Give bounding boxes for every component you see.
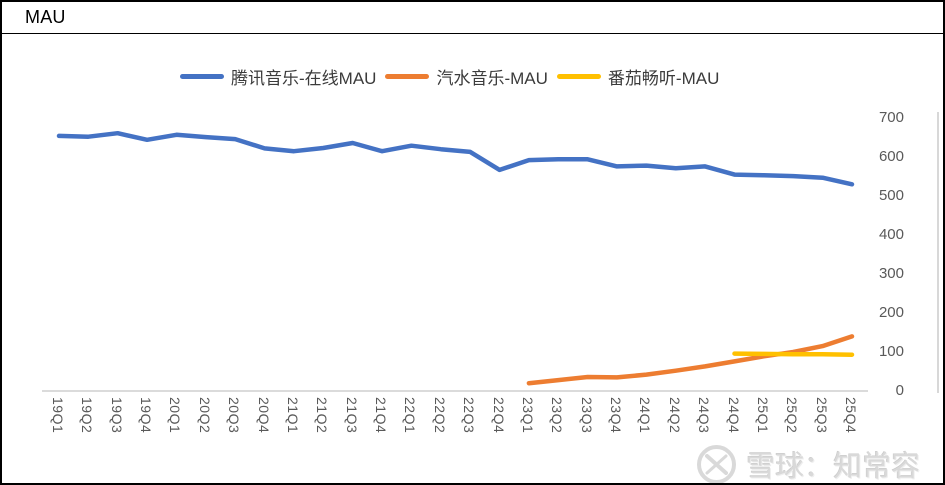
x-tick-label: 21Q4 bbox=[373, 397, 390, 434]
x-tick-label: 20Q2 bbox=[196, 397, 213, 434]
chart-title: MAU bbox=[25, 7, 66, 27]
x-tick-label: 19Q1 bbox=[50, 397, 66, 434]
title-bar: MAU bbox=[2, 2, 943, 34]
x-tick-label: 23Q4 bbox=[608, 397, 625, 434]
x-tick-label: 23Q2 bbox=[549, 397, 566, 434]
y-tick-label: 0 bbox=[895, 382, 904, 399]
x-tick-label: 20Q3 bbox=[226, 397, 243, 434]
legend-label: 腾讯音乐-在线MAU bbox=[231, 69, 377, 88]
x-tick-label: 23Q1 bbox=[519, 397, 536, 434]
x-tick-label: 21Q2 bbox=[314, 397, 331, 434]
legend: 腾讯音乐-在线MAU 汽水音乐-MAU 番茄畅听-MAU bbox=[180, 64, 719, 89]
x-tick-label: 23Q3 bbox=[578, 397, 595, 434]
x-tick-label: 19Q2 bbox=[79, 397, 96, 434]
legend-item: 番茄畅听-MAU bbox=[556, 64, 720, 89]
legend-item: 汽水音乐-MAU bbox=[385, 64, 548, 89]
x-tick-label: 20Q4 bbox=[255, 397, 272, 434]
watermark-text: 雪球：知常容 bbox=[746, 451, 921, 483]
y-tick-label: 400 bbox=[878, 226, 904, 243]
x-tick-label: 22Q4 bbox=[490, 397, 507, 434]
y-tick-label: 500 bbox=[878, 187, 904, 204]
y-tick-label: 600 bbox=[878, 148, 904, 165]
xueqiu-logo-icon bbox=[697, 444, 736, 483]
x-tick-label: 22Q3 bbox=[461, 397, 478, 434]
x-tick-label: 25Q2 bbox=[784, 397, 801, 434]
x-tick-label: 24Q1 bbox=[637, 397, 654, 434]
y-tick-label: 100 bbox=[878, 343, 904, 360]
x-tick-label: 21Q1 bbox=[284, 397, 301, 434]
x-tick-label: 25Q4 bbox=[843, 397, 859, 434]
legend-item: 腾讯音乐-在线MAU bbox=[180, 64, 376, 89]
x-tick-label: 24Q4 bbox=[725, 397, 742, 434]
x-tick-label: 24Q2 bbox=[666, 397, 683, 434]
x-tick-label: 25Q3 bbox=[813, 397, 830, 434]
y-tick-label: 200 bbox=[878, 304, 904, 321]
x-tick-label: 21Q3 bbox=[343, 397, 360, 434]
series-line-3 bbox=[732, 351, 855, 357]
x-tick-label: 25Q1 bbox=[754, 397, 771, 434]
legend-swatch-icon bbox=[556, 74, 601, 79]
y-tick-label: 300 bbox=[878, 265, 904, 282]
legend-swatch-icon bbox=[180, 74, 224, 79]
x-tick-label: 22Q1 bbox=[402, 397, 419, 434]
series-line-1 bbox=[56, 130, 855, 187]
legend-label: 汽水音乐-MAU bbox=[436, 69, 548, 88]
y-tick-label: 700 bbox=[878, 109, 904, 126]
x-tick-label: 19Q4 bbox=[138, 397, 155, 434]
legend-label: 番茄畅听-MAU bbox=[607, 69, 720, 88]
series-line-2 bbox=[526, 334, 855, 386]
x-tick-label: 20Q1 bbox=[167, 397, 184, 434]
x-tick-label: 24Q3 bbox=[696, 397, 713, 434]
legend-swatch-icon bbox=[385, 74, 430, 79]
x-tick-label: 22Q2 bbox=[431, 397, 448, 434]
x-tick-label: 19Q3 bbox=[108, 397, 125, 434]
watermark: 雪球：知常容 bbox=[696, 443, 921, 483]
